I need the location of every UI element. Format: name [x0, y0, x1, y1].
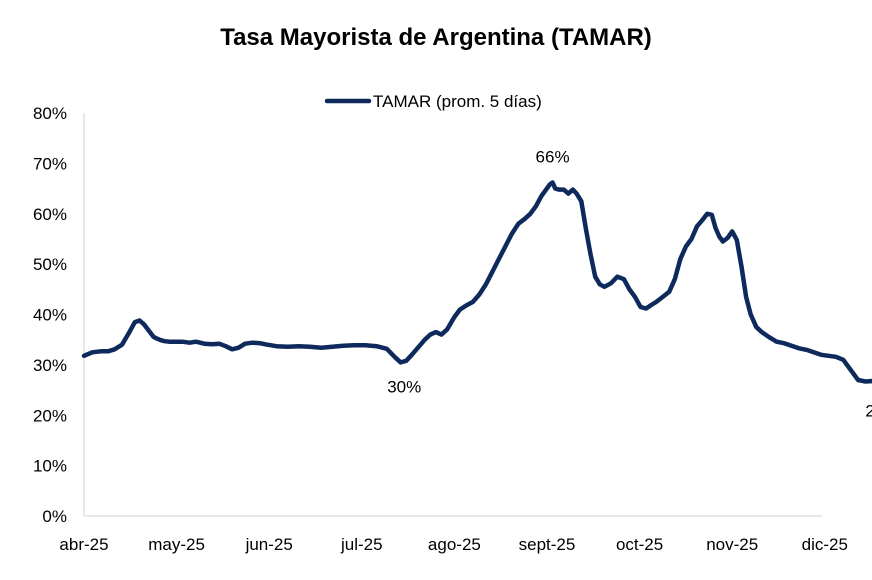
x-tick-label: abr-25: [59, 535, 108, 554]
data-label: 30%: [387, 377, 421, 396]
chart-title: Tasa Mayorista de Argentina (TAMAR): [220, 24, 652, 51]
y-tick-label: 20%: [33, 406, 67, 425]
data-labels: 66% 30% 27%: [387, 148, 872, 421]
series-line-tamar: [81, 180, 872, 384]
series-group: [81, 180, 872, 384]
x-axis-ticks: abr-25 may-25 jun-25 jul-25 ago-25 sept-25 oct…: [59, 535, 848, 554]
data-label: 66%: [536, 148, 570, 167]
x-tick-label: may-25: [148, 535, 205, 554]
x-tick-label: jul-25: [340, 535, 383, 554]
legend-label: TAMAR (prom. 5 días): [373, 92, 542, 111]
y-tick-label: 70%: [33, 154, 67, 173]
y-axis-ticks: 0% 10% 20% 30% 40% 50% 60% 70% 80%: [33, 104, 67, 526]
y-tick-label: 60%: [33, 205, 67, 224]
legend: TAMAR (prom. 5 días): [324, 92, 542, 111]
x-tick-label: nov-25: [706, 535, 758, 554]
x-tick-label: oct-25: [616, 535, 663, 554]
axes: [83, 113, 822, 517]
x-tick-label: jun-25: [245, 535, 293, 554]
y-tick-label: 40%: [33, 306, 67, 325]
x-tick-label: dic-25: [802, 535, 848, 554]
x-tick-label: sept-25: [519, 535, 576, 554]
y-tick-label: 0%: [42, 507, 67, 526]
x-tick-label: ago-25: [428, 535, 481, 554]
y-tick-label: 50%: [33, 255, 67, 274]
y-tick-label: 80%: [33, 104, 67, 123]
y-tick-label: 10%: [33, 457, 67, 476]
y-tick-label: 30%: [33, 356, 67, 375]
data-label: 27%: [865, 401, 872, 420]
